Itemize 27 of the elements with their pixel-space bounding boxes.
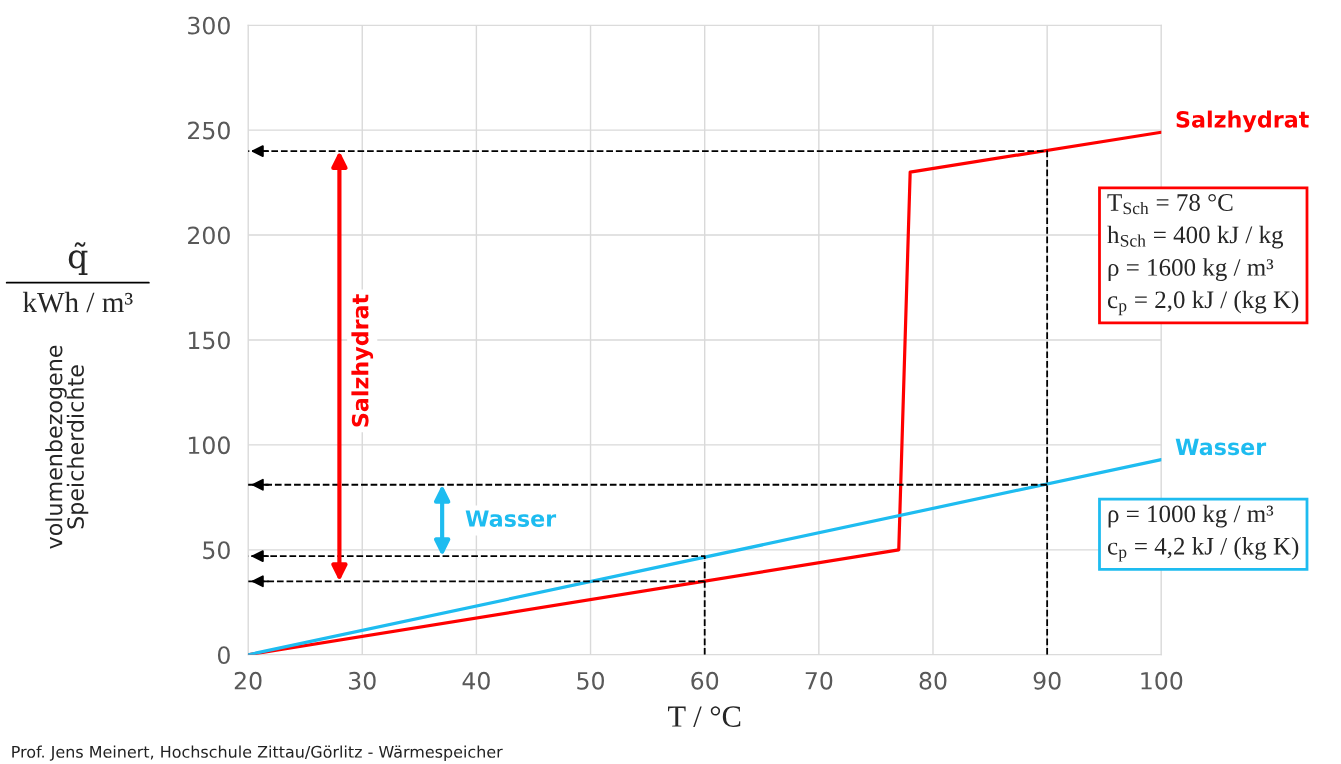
x-tick-label: 90	[1033, 671, 1061, 690]
y-tick-label: 100	[188, 436, 230, 455]
series-label: Wasser	[1175, 438, 1267, 456]
x-tick-label: 20	[234, 671, 262, 690]
y-tick-label: 0	[217, 646, 230, 665]
y-tick-label: 300	[188, 16, 230, 35]
x-tick-label: 70	[805, 671, 833, 690]
x-tick-label: 100	[1141, 671, 1183, 690]
annotation: ρ = 1000 kg / m³ c$_{p}$ = 4,2 kJ / (kg K)	[1107, 504, 1299, 562]
y-axis-title: volumenbezogene Speicherdichte	[45, 345, 89, 549]
x-tick-label: 30	[349, 671, 376, 690]
y-tick-label: 200	[188, 226, 230, 245]
text: Prof. Jens Meinert, Hochschule Zittau/Görlitz - Wärmespeicher	[12, 745, 503, 761]
y-tick-label: 150	[188, 331, 230, 350]
annotation: Wasser	[465, 510, 557, 527]
x-tick-label: 60	[691, 671, 719, 690]
text: q̃	[68, 242, 88, 276]
x-tick-label: 80	[919, 671, 947, 690]
text: kWh / m³	[22, 291, 133, 313]
y-tick-label: 250	[188, 121, 230, 140]
annotation: Salzhydrat	[351, 294, 374, 427]
x-tick-label: 40	[462, 671, 490, 690]
text: T$_{Sch}$ = 78 °C h$_{Sch}$ = 400 kJ / kg ρ = 1600 kg / m³ c$_{p}$ = 2,0 kJ / (kg K)	[1107, 194, 1299, 316]
y-tick-label: 50	[203, 541, 230, 560]
x-axis-title: T / °C	[668, 706, 741, 727]
x-tick-label: 50	[577, 671, 604, 690]
series-label: Salzhydrat	[1176, 110, 1309, 133]
